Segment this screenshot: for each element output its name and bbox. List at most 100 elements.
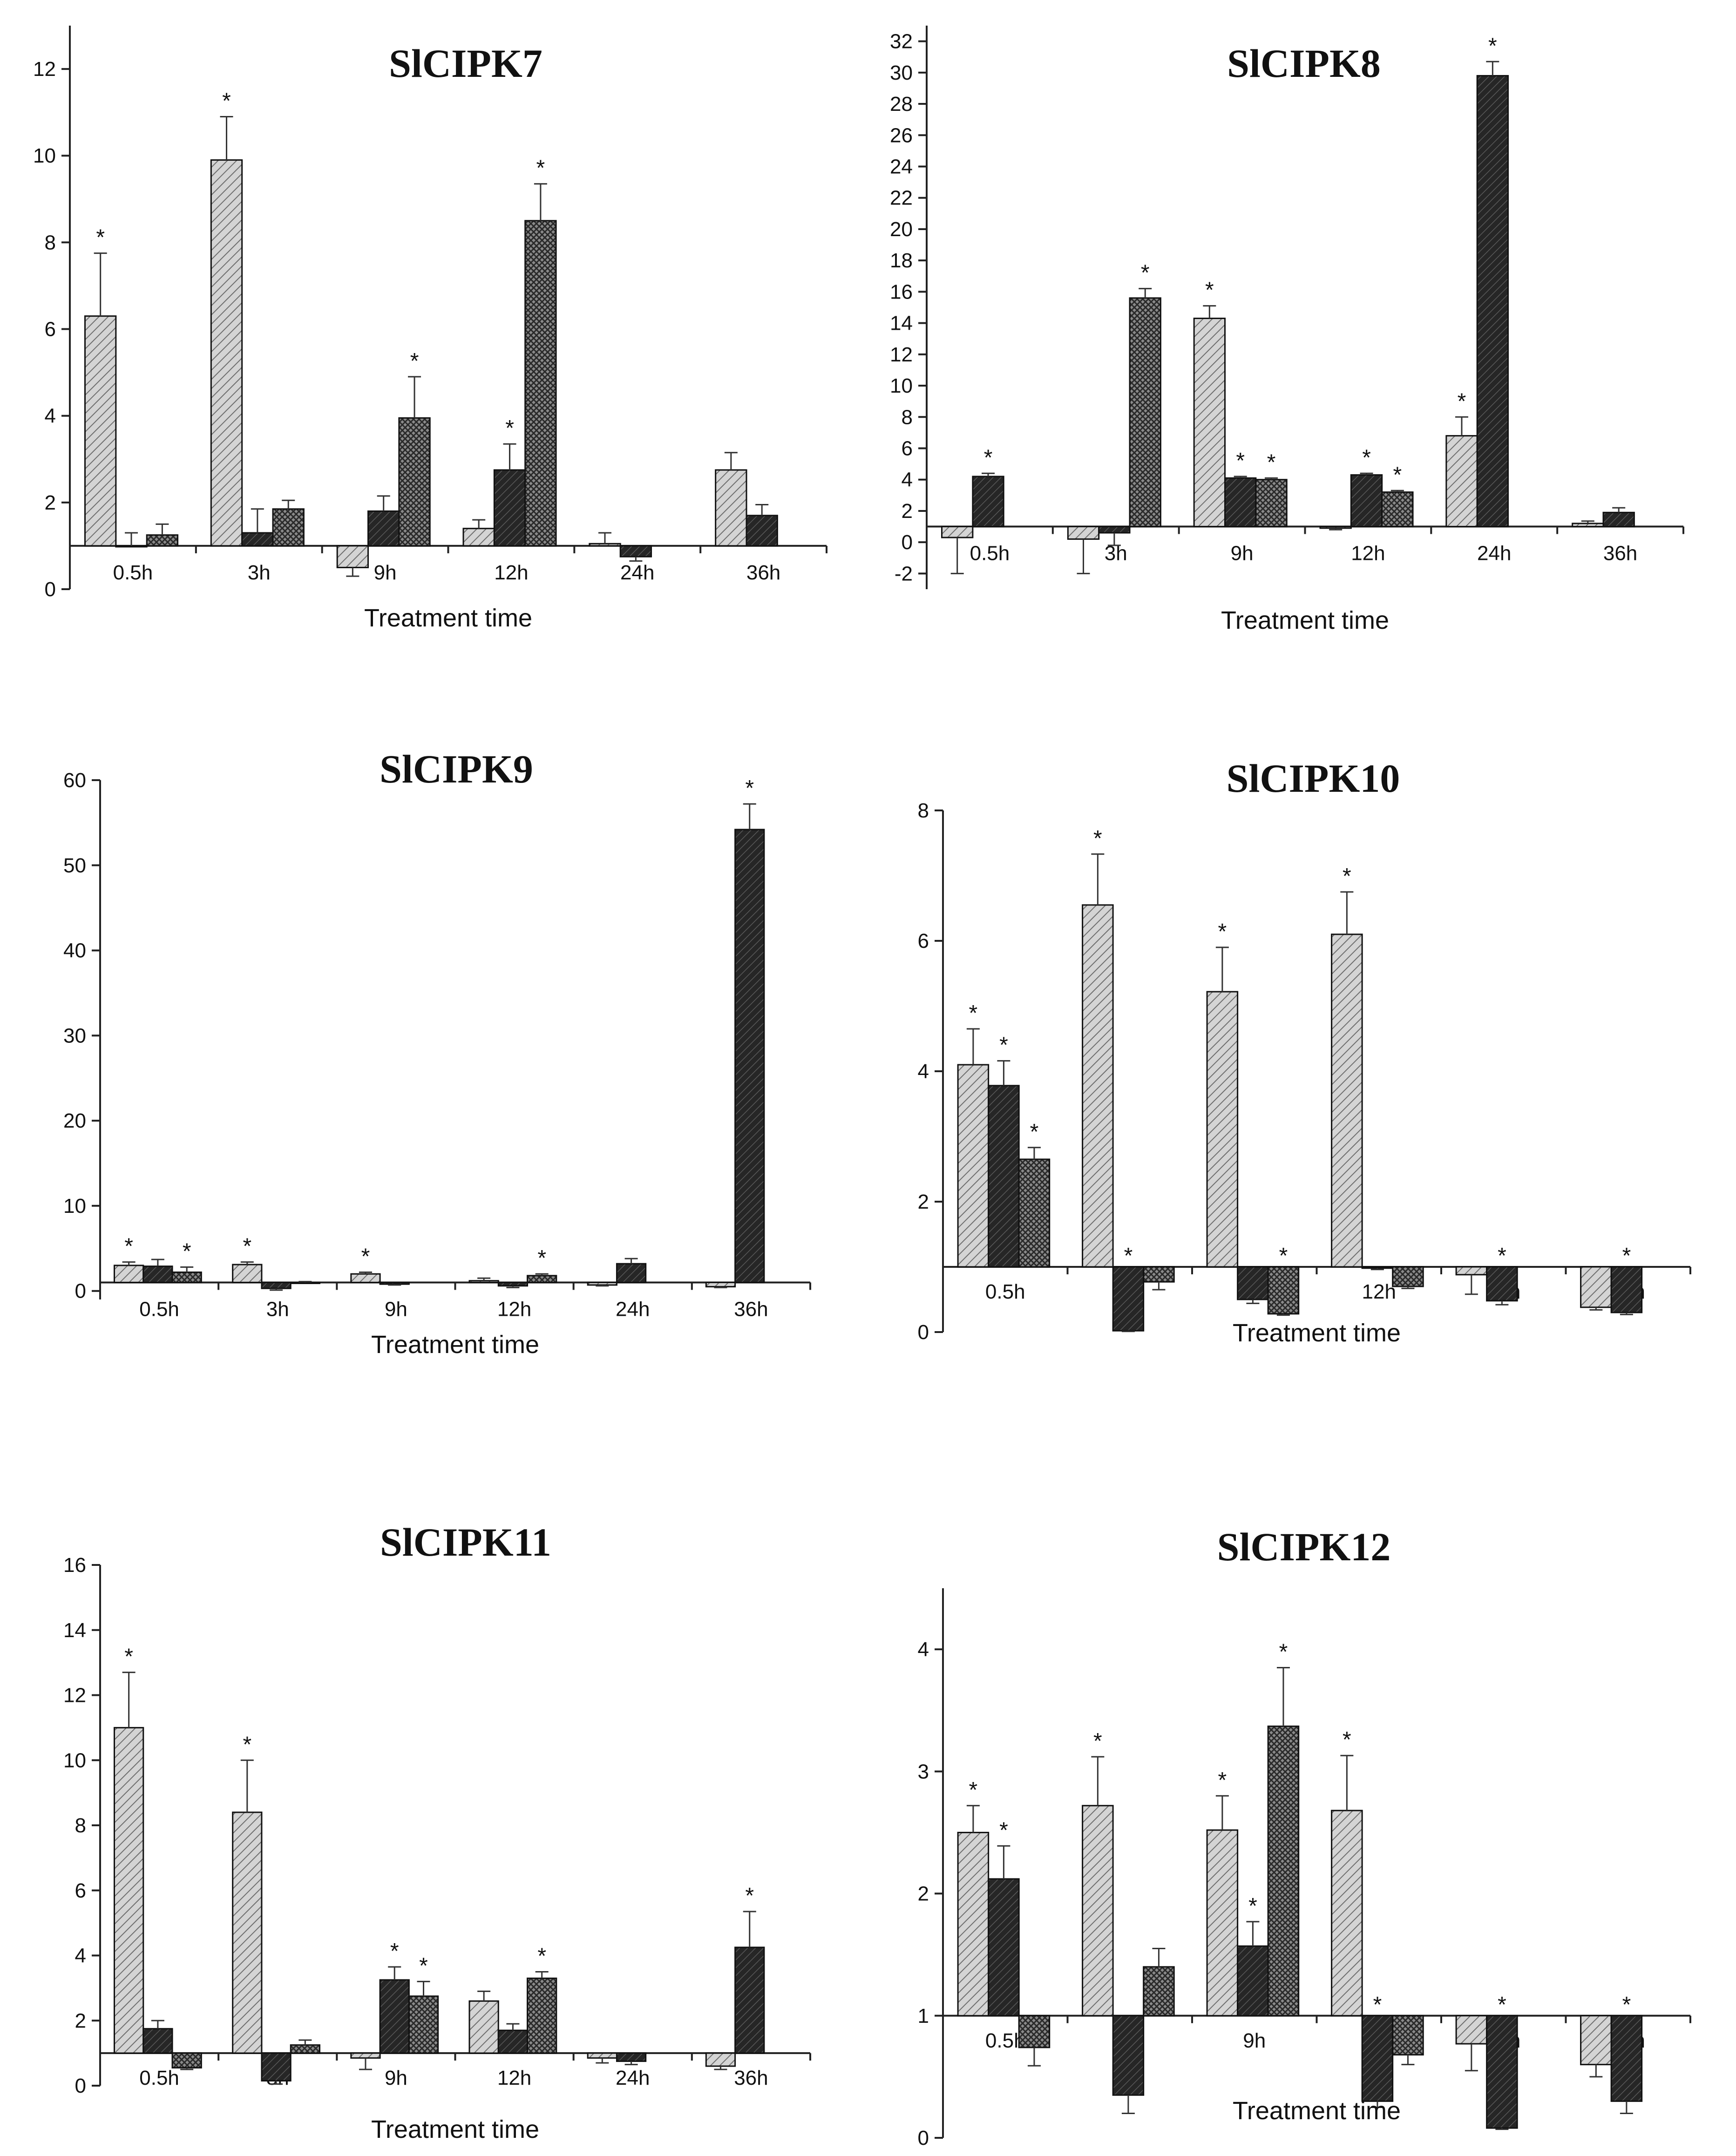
bar-light bbox=[1445, 435, 1478, 528]
x-category-label: 3h bbox=[248, 561, 271, 584]
bar-light bbox=[1455, 2015, 1488, 2045]
significance-star: * bbox=[1279, 1639, 1288, 1664]
x-category-label: 12h bbox=[494, 561, 528, 584]
chart-3: SlCIPK9 0 10 20 30 40 50 60 0.5h * * 3h * 9h * 12h * 24h 3… bbox=[63, 747, 811, 1359]
significance-star: * bbox=[505, 416, 514, 441]
bar-light bbox=[468, 2000, 499, 2054]
bar-light bbox=[350, 2052, 381, 2059]
bar-dark bbox=[1361, 1266, 1394, 1269]
y-tick-label: 60 bbox=[63, 769, 86, 792]
y-tick-label: 6 bbox=[45, 318, 56, 341]
y-tick-label: 28 bbox=[890, 93, 913, 116]
bar-cross bbox=[1381, 491, 1414, 528]
y-tick-label: 4 bbox=[75, 1945, 86, 1967]
bar-light bbox=[1455, 1266, 1488, 1276]
bar-dark bbox=[1350, 474, 1383, 528]
bar-light bbox=[1319, 526, 1352, 529]
x-category-label: 9h bbox=[385, 1298, 407, 1320]
bar-light bbox=[84, 315, 117, 547]
significance-star: * bbox=[969, 1001, 978, 1026]
y-tick-label: 2 bbox=[45, 491, 56, 514]
bar-light bbox=[1331, 933, 1363, 1268]
y-tick-label: 0 bbox=[902, 531, 913, 554]
bar-dark bbox=[1098, 526, 1131, 534]
bar-dark bbox=[1486, 1266, 1518, 1302]
bar-light bbox=[462, 528, 495, 547]
bar-light bbox=[1206, 1829, 1239, 2017]
significance-star: * bbox=[1141, 261, 1150, 286]
bar-light bbox=[1082, 1805, 1114, 2017]
y-tick-label: 8 bbox=[902, 406, 913, 428]
x-category-label: 36h bbox=[1603, 542, 1637, 565]
bar-dark bbox=[972, 476, 1004, 528]
chart-title: SlCIPK10 bbox=[1227, 756, 1400, 801]
bar-dark bbox=[746, 515, 778, 547]
significance-star: * bbox=[999, 1033, 1008, 1058]
significance-star: * bbox=[243, 1732, 251, 1757]
bar-light bbox=[114, 1265, 144, 1283]
y-tick-label: 8 bbox=[918, 799, 929, 822]
bar-dark bbox=[1237, 1945, 1269, 2017]
bar-cross bbox=[408, 1995, 439, 2054]
bar-cross bbox=[527, 1275, 557, 1283]
x-axis-label: Treatment time bbox=[1233, 1319, 1401, 1347]
y-tick-label: 2 bbox=[75, 2009, 86, 2032]
x-category-label: 12h bbox=[497, 2067, 531, 2089]
bar-cross bbox=[1267, 1266, 1300, 1315]
bar-dark bbox=[1610, 1266, 1643, 1313]
bar-light bbox=[1580, 2015, 1612, 2066]
significance-star: * bbox=[96, 225, 105, 250]
bar-dark bbox=[734, 1946, 765, 2054]
y-tick-label: 26 bbox=[890, 124, 913, 147]
bar-cross bbox=[1143, 1266, 1175, 1283]
bar-dark bbox=[988, 1878, 1020, 2017]
bar-light bbox=[232, 1811, 263, 2054]
bar-light bbox=[232, 1264, 263, 1283]
significance-star: * bbox=[1498, 1993, 1506, 2017]
y-tick-label: 6 bbox=[75, 1879, 86, 1902]
significance-star: * bbox=[1458, 389, 1466, 414]
x-category-label: 12h bbox=[497, 1298, 531, 1320]
bar-dark bbox=[142, 2028, 173, 2054]
significance-star: * bbox=[1093, 1729, 1102, 1754]
x-axis-label: Treatment time bbox=[1233, 2097, 1401, 2125]
significance-star: * bbox=[361, 1245, 370, 1269]
y-tick-label: 2 bbox=[902, 500, 913, 523]
y-tick-label: 0 bbox=[75, 1280, 86, 1303]
x-category-label: 0.5h bbox=[970, 542, 1010, 565]
x-category-label: 0.5h bbox=[985, 1280, 1025, 1303]
bar-cross bbox=[1143, 1966, 1175, 2017]
significance-star: * bbox=[984, 445, 993, 470]
x-category-label: 3h bbox=[266, 1298, 289, 1320]
bar-cross bbox=[1392, 2015, 1424, 2056]
significance-star: * bbox=[1498, 1244, 1506, 1268]
y-tick-label: 6 bbox=[902, 437, 913, 460]
significance-star: * bbox=[1267, 450, 1276, 475]
bar-dark bbox=[142, 1265, 173, 1283]
x-category-label: 36h bbox=[734, 1298, 768, 1320]
chart-title: SlCIPK7 bbox=[389, 41, 542, 86]
bar-dark bbox=[497, 2029, 529, 2054]
bar-dark bbox=[1112, 1266, 1145, 1332]
y-tick-label: 10 bbox=[890, 374, 913, 397]
significance-star: * bbox=[537, 1246, 546, 1271]
chart-2: SlCIPK8-2024681012141618202224262830320.… bbox=[890, 26, 1684, 634]
bar-dark bbox=[261, 1281, 292, 1289]
bar-light bbox=[1331, 1809, 1363, 2017]
bar-cross bbox=[1018, 2015, 1051, 2048]
bar-dark bbox=[1602, 511, 1635, 528]
bar-dark bbox=[493, 469, 526, 547]
significance-star: * bbox=[1622, 1993, 1631, 2017]
chart-title: SlCIPK11 bbox=[380, 1520, 551, 1564]
significance-star: * bbox=[1124, 1244, 1133, 1268]
y-tick-label: 2 bbox=[918, 1190, 929, 1213]
y-tick-label: 4 bbox=[902, 469, 913, 491]
bar-light bbox=[336, 545, 369, 568]
chart-title: SlCIPK8 bbox=[1227, 41, 1381, 86]
bar-light bbox=[1082, 904, 1114, 1268]
x-axis-label: Treatment time bbox=[371, 1331, 539, 1359]
bar-light bbox=[1572, 523, 1604, 528]
significance-star: * bbox=[1343, 1728, 1351, 1752]
y-tick-label: 40 bbox=[63, 939, 86, 962]
